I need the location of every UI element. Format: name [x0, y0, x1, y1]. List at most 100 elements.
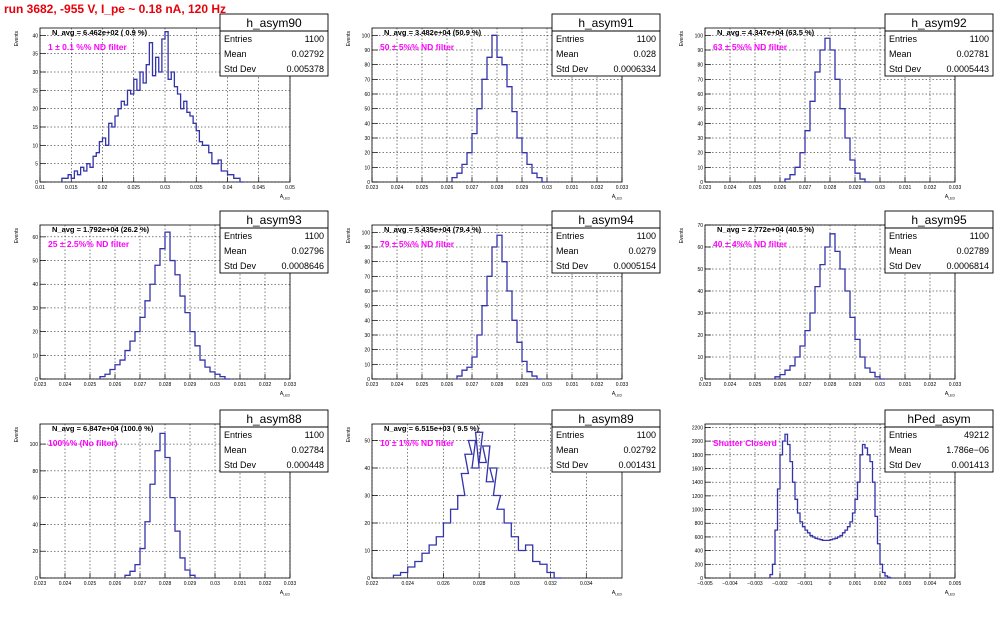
x-tick-label: 0.028 [491, 185, 504, 191]
x-tick-label: 0.023 [699, 185, 712, 191]
stats-key: Mean [889, 49, 912, 59]
stats-key: Entries [224, 231, 253, 241]
x-tick-label: 0.03 [542, 382, 552, 388]
navg-label: N_avg = 4.347e+04 (63.5 %) [717, 28, 815, 37]
stats-title: h_asym91 [578, 16, 634, 30]
page-title: run 3682, -955 V, I_pe ~ 0.18 nA, 120 Hz [4, 2, 227, 16]
y-tick-label: 90 [697, 48, 703, 54]
y-tick-label: 0 [35, 377, 38, 383]
x-tick-label: 0.027 [799, 185, 812, 191]
y-tick-label: 70 [697, 77, 703, 83]
y-tick-label: 20 [32, 330, 38, 336]
x-tick-label: 0.015 [65, 185, 78, 191]
y-tick-label: 60 [697, 92, 703, 98]
x-tick-label: 0.032 [259, 581, 272, 587]
y-tick-label: 0 [700, 576, 703, 582]
x-tick-label: 0.027 [466, 185, 479, 191]
x-tick-label: 0.03 [510, 581, 520, 587]
x-tick-label: −0.002 [772, 581, 788, 587]
histogram-line [784, 37, 870, 183]
x-tick-label: 0.03 [210, 581, 220, 587]
x-tick-label: −0.005 [697, 581, 713, 587]
stats-key: Entries [889, 430, 918, 440]
x-tick-label: 0.027 [799, 382, 812, 388]
x-tick-label: 0.029 [849, 185, 862, 191]
x-tick-label: 0.034 [580, 581, 593, 587]
y-tick-label: 40 [32, 33, 38, 39]
x-tick-label: 0.023 [366, 382, 379, 388]
stats-value: 0.02781 [956, 49, 989, 59]
x-tick-label: 0.033 [616, 382, 629, 388]
x-tick-label: 0.023 [34, 581, 47, 587]
x-tick-label: 0.025 [127, 185, 140, 191]
y-tick-label: 80 [364, 63, 370, 69]
stats-value: 1100 [637, 231, 656, 241]
y-tick-label: 100 [30, 442, 39, 448]
navg-label: N_avg = 5.435e+04 (79.4 %) [384, 225, 482, 234]
x-tick-label: 0.024 [401, 581, 414, 587]
y-tick-label: 80 [697, 63, 703, 69]
x-tick-label: 0.024 [391, 382, 404, 388]
y-tick-label: 15 [32, 125, 38, 131]
y-axis-label: Events [14, 31, 20, 47]
x-axis-label: ALED [612, 391, 623, 398]
stats-key: Std Dev [556, 64, 589, 74]
stats-value: 0.028 [633, 49, 656, 59]
x-tick-label: 0.001 [849, 581, 862, 587]
x-tick-label: 0.027 [134, 581, 147, 587]
y-tick-label: 1400 [692, 480, 703, 486]
x-tick-label: 0.032 [924, 382, 937, 388]
histogram-line [61, 31, 244, 183]
filter-label: 63 ± 5%% ND filter [713, 42, 788, 52]
y-tick-label: 0 [35, 576, 38, 582]
stats-key: Mean [556, 49, 579, 59]
y-tick-label: 50 [364, 304, 370, 310]
x-tick-label: 0.03 [160, 185, 170, 191]
x-tick-label: 0.026 [441, 185, 454, 191]
y-tick-label: 80 [32, 469, 38, 475]
y-axis-label: Events [346, 31, 352, 47]
y-tick-label: 0 [367, 180, 370, 186]
y-tick-label: 20 [364, 521, 370, 527]
x-axis-label: ALED [945, 391, 956, 398]
stats-key: Std Dev [889, 64, 922, 74]
y-axis-label: Events [679, 228, 685, 244]
stats-box [219, 409, 329, 473]
x-tick-label: 0.031 [566, 185, 579, 191]
x-axis-label: ALED [280, 194, 291, 201]
y-tick-label: 0 [35, 180, 38, 186]
y-tick-label: 50 [364, 107, 370, 113]
stats-value: 49212 [964, 430, 989, 440]
y-tick-label: 2000 [692, 439, 703, 445]
stats-value: 1100 [637, 34, 656, 44]
y-tick-label: 600 [695, 535, 704, 541]
x-tick-label: 0.033 [949, 185, 962, 191]
x-tick-label: 0.032 [591, 382, 604, 388]
histogram-line [99, 231, 230, 380]
stats-box [551, 210, 661, 274]
stats-key: Std Dev [556, 460, 589, 470]
x-tick-label: 0.02 [98, 185, 108, 191]
y-tick-label: 20 [697, 333, 703, 339]
y-tick-label: 1000 [692, 508, 703, 514]
filter-label: 25 ± 2.5%% ND filter [48, 239, 130, 249]
y-tick-label: 2200 [692, 425, 703, 431]
y-tick-label: 200 [695, 562, 704, 568]
x-tick-label: 0.022 [366, 581, 379, 587]
histogram-line [124, 432, 200, 579]
x-tick-label: 0.033 [949, 382, 962, 388]
x-tick-label: 0.033 [284, 382, 297, 388]
x-tick-label: 0.029 [516, 382, 529, 388]
filter-label: 100%% (No filter) [48, 438, 118, 448]
x-tick-label: 0.033 [284, 581, 297, 587]
stats-value: 0.02789 [956, 246, 989, 256]
x-tick-label: 0.027 [466, 382, 479, 388]
x-tick-label: 0.05 [285, 185, 295, 191]
x-tick-label: 0.025 [749, 382, 762, 388]
y-axis-label: Events [14, 427, 20, 443]
y-tick-label: 10 [364, 165, 370, 171]
stats-box [551, 409, 661, 473]
stats-value: 0.0008646 [281, 261, 324, 271]
x-tick-label: 0.027 [134, 382, 147, 388]
y-tick-label: 40 [32, 522, 38, 528]
